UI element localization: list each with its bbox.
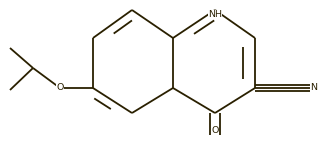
Text: N: N	[310, 83, 317, 92]
Text: NH: NH	[208, 10, 222, 19]
Text: O: O	[56, 83, 64, 92]
Text: O: O	[211, 126, 219, 135]
